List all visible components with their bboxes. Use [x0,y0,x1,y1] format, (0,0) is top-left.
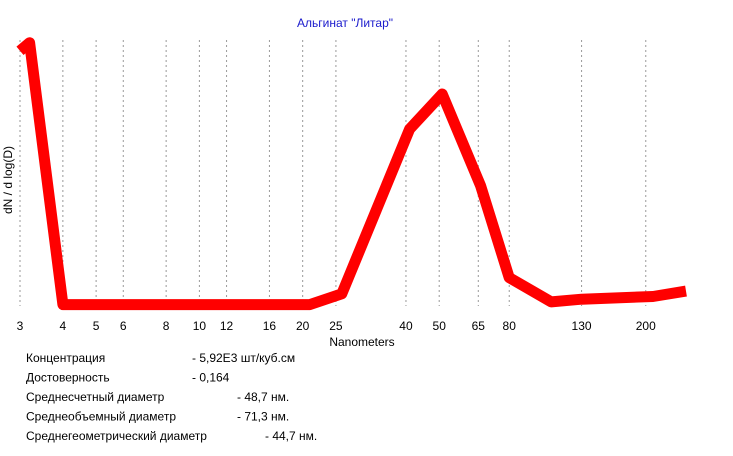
x-tick-label: 65 [472,319,486,333]
x-tick-label: 20 [296,319,310,333]
x-tick-label: 50 [433,319,447,333]
stat-label: Достоверность [26,371,110,385]
x-axis-label: Nanometers [329,335,394,349]
stat-label: Концентрация [26,351,105,365]
stat-label: Среднегеометрический диаметр [26,429,207,443]
x-tick-label: 5 [93,319,100,333]
x-tick-label: 6 [120,319,127,333]
x-tick-label: 4 [60,319,67,333]
x-tick-label: 80 [503,319,517,333]
stat-value: - 71,3 нм. [237,410,289,424]
x-tick-label: 25 [329,319,343,333]
x-tick-label: 3 [17,319,24,333]
y-axis-label: dN / d log(D) [1,146,15,214]
x-tick-label: 130 [572,319,592,333]
x-tick-label: 40 [399,319,413,333]
x-tick-label: 10 [193,319,207,333]
stat-value: - 0,164 [192,371,230,385]
stat-label: Среднесчетный диаметр [26,390,165,404]
x-tick-label: 16 [263,319,277,333]
x-tick-label: 12 [220,319,234,333]
x-tick-label: 8 [163,319,170,333]
stat-value: - 5,92E3 шт/куб.см [192,351,295,365]
x-tick-label: 200 [636,319,656,333]
stat-value: - 48,7 нм. [237,390,289,404]
chart-title: Альгинат "Литар" [297,16,393,30]
stat-value: - 44,7 нм. [265,429,317,443]
stat-label: Среднеобъемный диаметр [26,410,176,424]
data-line [16,37,687,311]
